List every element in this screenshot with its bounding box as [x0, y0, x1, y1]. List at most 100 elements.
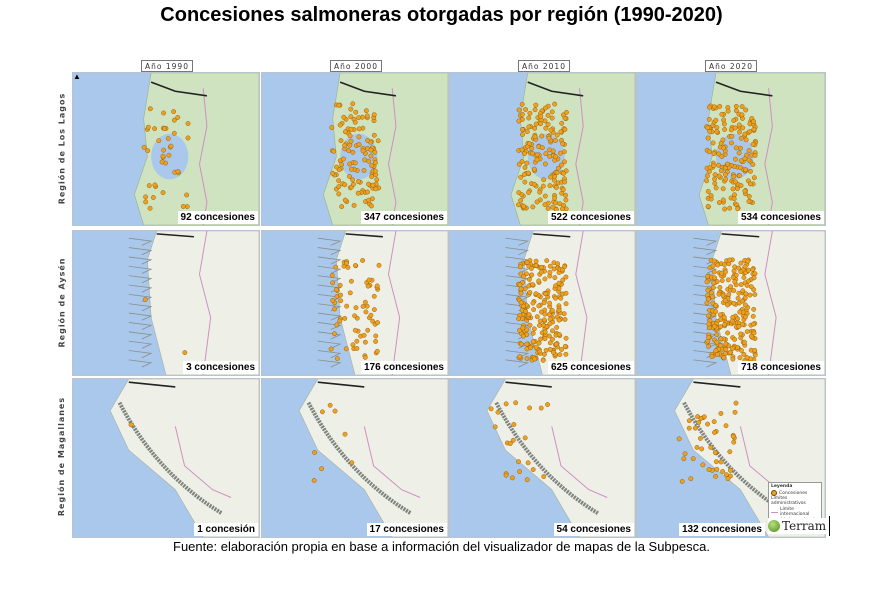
- concession-dot: [706, 343, 712, 349]
- concession-dot: [516, 190, 522, 195]
- concession-dot: [704, 279, 710, 285]
- concession-dot: [741, 339, 747, 345]
- concession-dot: [686, 418, 692, 424]
- concession-dot: [356, 126, 362, 132]
- concession-dot: [714, 332, 720, 337]
- concession-dot: [711, 104, 717, 110]
- concession-dot: [368, 153, 374, 159]
- concession-dot: [327, 402, 333, 408]
- concession-dot: [332, 408, 338, 414]
- fjord-coastline: [505, 247, 530, 256]
- concession-dot: [739, 348, 744, 353]
- concession-dot: [334, 356, 340, 361]
- concession-dot: [337, 318, 343, 324]
- concession-dot: [713, 302, 719, 308]
- concession-dot: [712, 176, 717, 182]
- concession-dot: [518, 174, 524, 180]
- concession-dot: [521, 203, 527, 209]
- fjord-coastline: [128, 340, 153, 349]
- concession-dot: [513, 400, 519, 406]
- concession-dot: [556, 332, 562, 337]
- concession-dot: [525, 170, 531, 176]
- concession-dot: [533, 344, 539, 350]
- concession-dot: [360, 304, 366, 309]
- concession-dot: [342, 316, 348, 321]
- concession-dot: [527, 322, 533, 328]
- concession-dot: [356, 142, 362, 147]
- map-panel-aysen-1990: 3 concesiones: [72, 230, 260, 376]
- concession-dot: [728, 284, 734, 290]
- concession-dot: [752, 271, 758, 277]
- international-border: [575, 231, 588, 375]
- concession-dot: [714, 352, 720, 357]
- concession-dot: [732, 264, 738, 270]
- concession-dot: [725, 302, 730, 308]
- concession-dot: [706, 149, 712, 155]
- concession-count-label: 1 concesión: [194, 523, 258, 536]
- concession-dot: [156, 138, 162, 144]
- concession-dot: [718, 459, 724, 465]
- concession-dot: [328, 346, 334, 352]
- concession-dot: [524, 129, 530, 135]
- concession-count-label: 176 concesiones: [360, 361, 447, 374]
- concession-dot: [347, 142, 353, 148]
- concession-dot: [561, 311, 567, 317]
- concession-dot: [145, 148, 151, 154]
- fjord-coastline: [128, 247, 153, 256]
- land-area: [134, 73, 259, 225]
- concession-dot: [745, 258, 751, 264]
- concession-dot: [147, 106, 153, 112]
- regional-border: [339, 81, 397, 97]
- concession-dot: [720, 137, 726, 143]
- concession-dot: [547, 340, 553, 346]
- concession-dot: [507, 441, 513, 446]
- concession-dot: [333, 264, 339, 270]
- concession-dot: [708, 445, 714, 450]
- concession-dot: [536, 340, 542, 346]
- concession-dot: [372, 168, 378, 174]
- concession-dot: [708, 193, 714, 199]
- concession-dot: [312, 450, 317, 455]
- concession-dot: [562, 127, 568, 132]
- land-area: [336, 231, 448, 375]
- concession-dot: [521, 273, 527, 279]
- concession-dot: [532, 125, 537, 131]
- concession-dot: [710, 163, 716, 169]
- concession-dot: [350, 177, 356, 183]
- concession-dot: [547, 263, 553, 269]
- concession-dot: [735, 295, 741, 301]
- concession-dot: [725, 476, 731, 482]
- concession-dot: [563, 274, 569, 280]
- concession-dot: [549, 115, 555, 121]
- concession-dot: [712, 430, 717, 435]
- concession-dot: [730, 274, 736, 280]
- concession-dot: [731, 268, 737, 274]
- regional-border: [156, 233, 194, 238]
- concession-dot: [741, 275, 747, 280]
- concession-dot: [718, 336, 724, 342]
- concession-dot: [369, 196, 375, 202]
- concession-dot: [521, 303, 526, 309]
- concession-count-label: 534 concesiones: [737, 211, 824, 224]
- concession-dot: [342, 129, 348, 135]
- concession-dot: [553, 138, 558, 143]
- fjord-coastline: [128, 237, 153, 246]
- concession-dot: [709, 290, 714, 296]
- concession-dot: [735, 316, 741, 322]
- concession-dot: [553, 295, 558, 301]
- concession-dot: [541, 317, 547, 323]
- concession-dot: [344, 303, 350, 309]
- concession-dot: [362, 339, 368, 345]
- concession-dot: [369, 163, 375, 168]
- concession-dot: [700, 462, 706, 468]
- concession-dot: [729, 318, 735, 324]
- concession-dot: [517, 264, 523, 270]
- concession-dot: [752, 352, 758, 358]
- concession-dot: [347, 290, 353, 296]
- concession-dot: [725, 330, 731, 336]
- concession-dot: [705, 189, 711, 194]
- concession-dot: [366, 277, 372, 283]
- concession-dot: [165, 136, 171, 141]
- concession-dot: [366, 181, 371, 187]
- concession-dot: [146, 183, 152, 189]
